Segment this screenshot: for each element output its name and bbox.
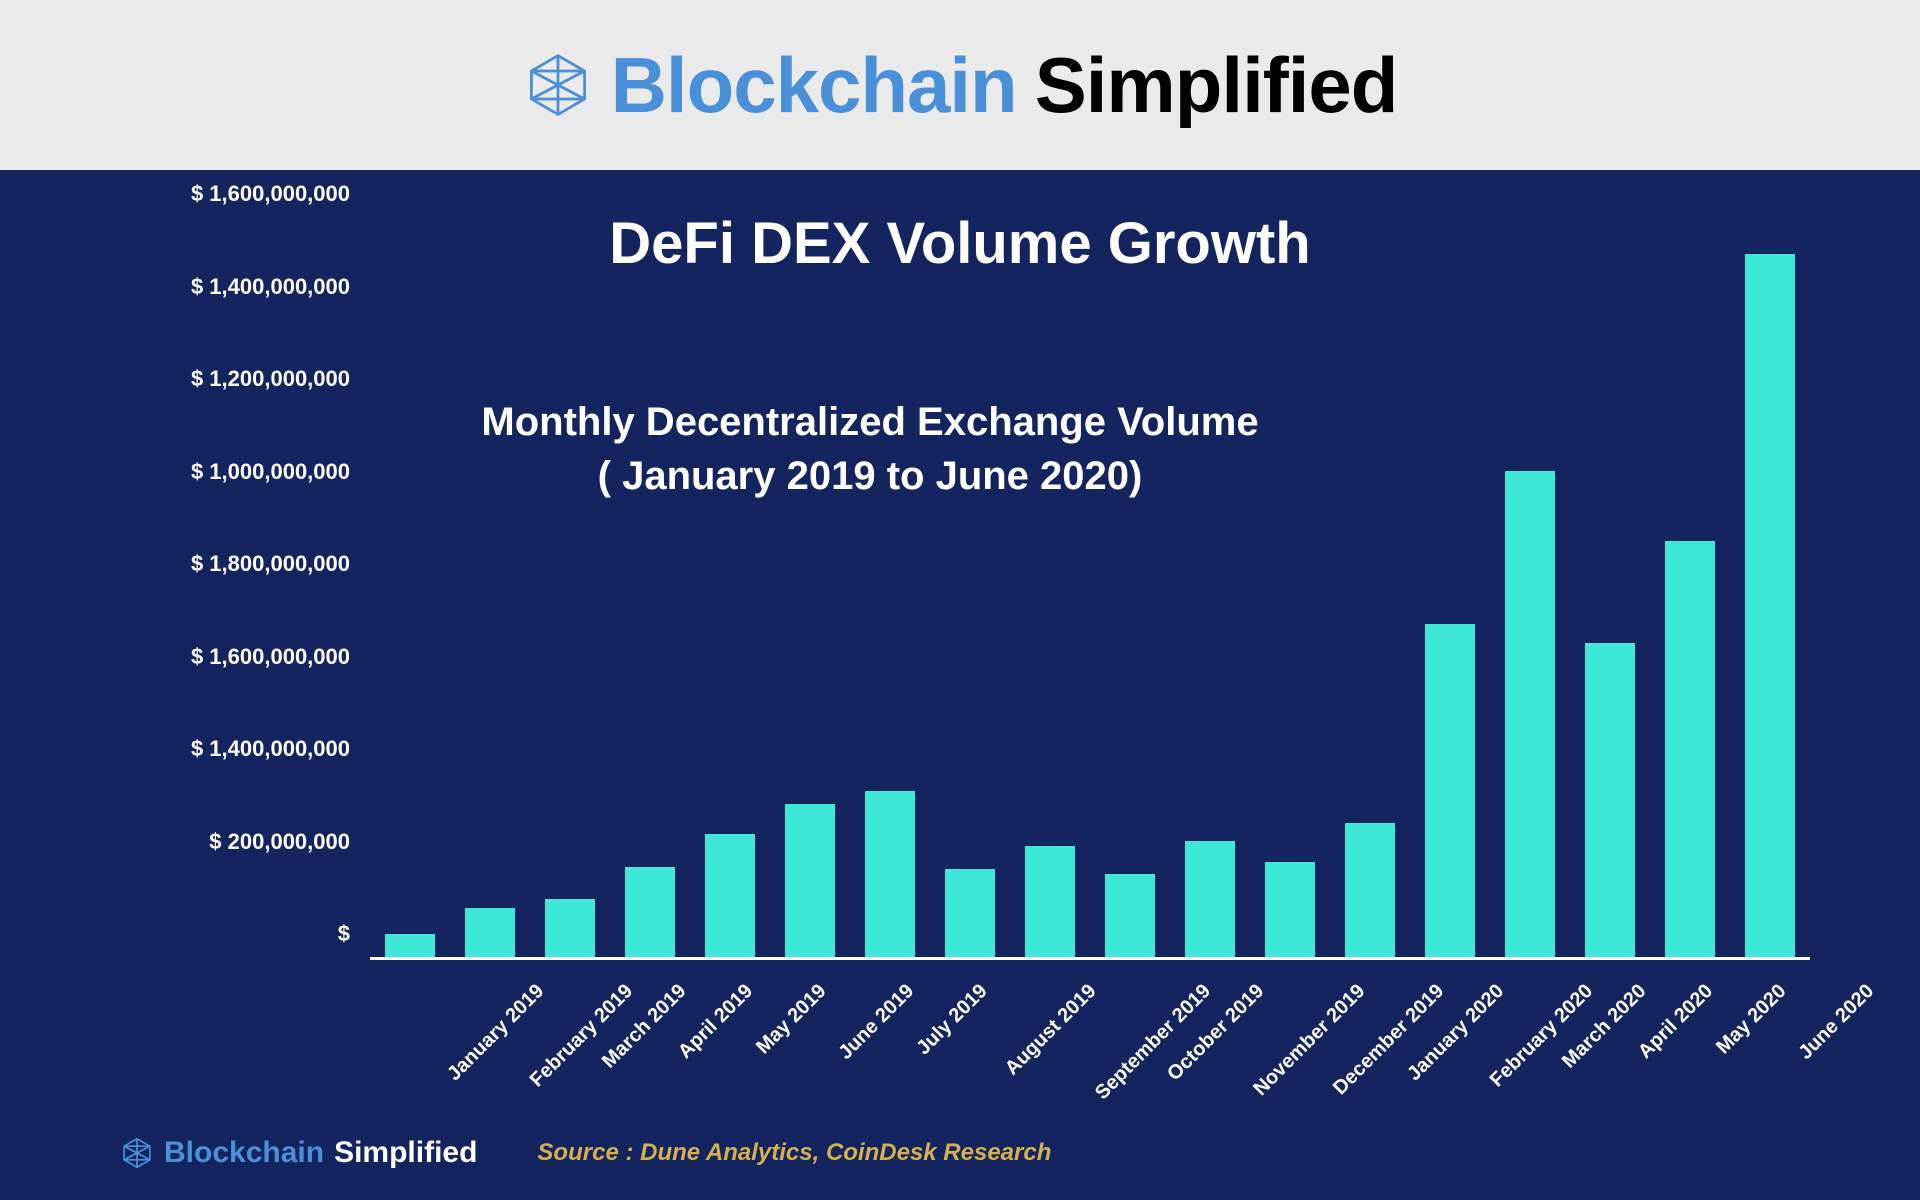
chart-bar — [1185, 841, 1235, 957]
x-tick-label: May 2020 — [1712, 980, 1791, 1059]
y-tick-label: $ — [338, 921, 350, 947]
chart-bar — [1105, 874, 1155, 957]
x-tick-label: July 2019 — [912, 980, 992, 1060]
chart-bar — [705, 834, 755, 957]
footer-row: Blockchain Simplified Source : Dune Anal… — [120, 1136, 1051, 1170]
blockchain-logo-icon — [523, 50, 593, 120]
brand-name-second: Simplified — [1035, 40, 1398, 131]
x-tick-label: August 2019 — [1001, 980, 1101, 1080]
y-tick-label: $ 1,400,000,000 — [191, 736, 350, 762]
footer-brand-second: Simplified — [334, 1136, 477, 1170]
header-bar: Blockchain Simplified — [0, 0, 1920, 170]
chart-bar — [385, 934, 435, 957]
y-tick-label: $ 1,400,000,000 — [191, 274, 350, 300]
y-tick-label: $ 1,000,000,000 — [191, 459, 350, 485]
chart-bar — [1585, 643, 1635, 958]
brand-name-first: Blockchain — [611, 40, 1017, 131]
chart-bar — [465, 908, 515, 957]
x-axis-labels: January 2019February 2019March 2019April… — [370, 970, 1810, 1130]
y-tick-label: $ 200,000,000 — [209, 829, 350, 855]
y-tick-label: $ 1,800,000,000 — [191, 551, 350, 577]
chart-bar — [865, 791, 915, 958]
chart-bar — [545, 899, 595, 957]
chart-bar — [1265, 862, 1315, 957]
chart-bar — [1345, 823, 1395, 957]
chart-bar — [1025, 846, 1075, 957]
chart-bar — [1665, 541, 1715, 957]
chart-plot-area — [370, 220, 1810, 960]
chart-bar — [1745, 254, 1795, 957]
chart-bar — [945, 869, 995, 957]
y-tick-label: $ 1,600,000,000 — [191, 644, 350, 670]
chart-panel: DeFi DEX Volume Growth Monthly Decentral… — [0, 170, 1920, 1200]
x-tick-label: June 2019 — [834, 980, 919, 1065]
chart-bar — [1425, 624, 1475, 957]
source-label: Source : Dune Analytics, CoinDesk Resear… — [537, 1139, 1051, 1167]
blockchain-logo-icon — [120, 1136, 154, 1170]
y-axis: $ $ 200,000,000 $ 1,400,000,000 $ 1,600,000… — [120, 220, 350, 960]
footer-brand: Blockchain Simplified — [120, 1136, 477, 1170]
x-tick-label: June 2020 — [1794, 980, 1879, 1065]
y-tick-label: $ 1,600,000,000 — [191, 181, 350, 207]
chart-bar — [785, 804, 835, 957]
y-tick-label: $ 1,200,000,000 — [191, 366, 350, 392]
chart-bar — [625, 867, 675, 957]
chart-bar — [1505, 471, 1555, 957]
footer-brand-first: Blockchain — [164, 1136, 324, 1170]
x-tick-label: May 2019 — [752, 980, 831, 1059]
